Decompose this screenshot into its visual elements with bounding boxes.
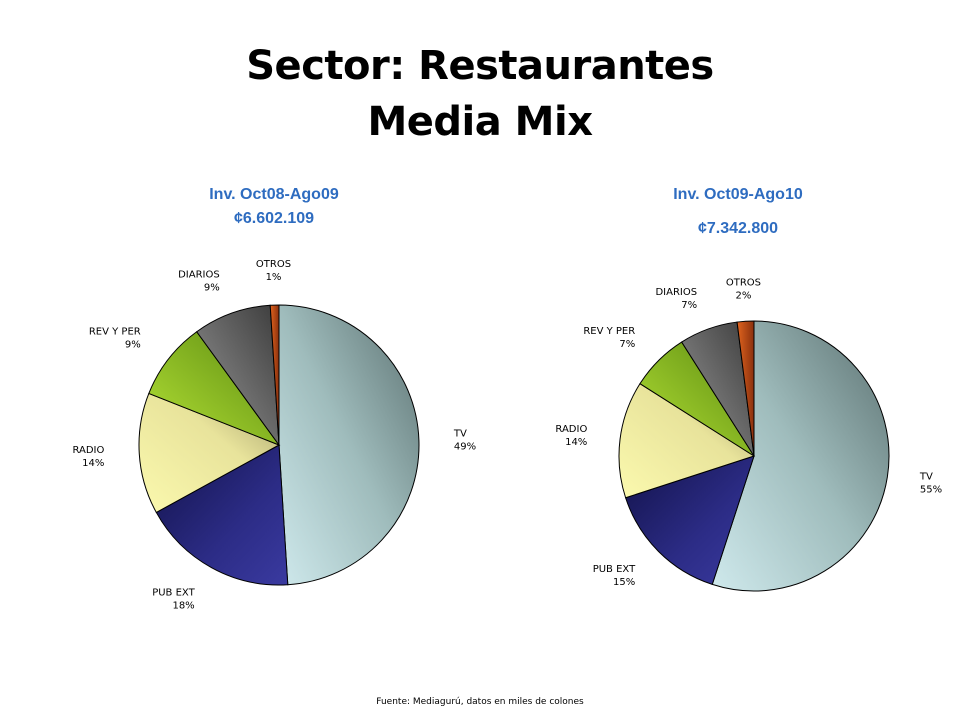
pie1-slice-tv <box>278 304 420 586</box>
pie1-slice-diarios <box>196 304 280 447</box>
pie2-label-category: OTROS <box>726 277 761 288</box>
page-title: Sector: Restaurantes <box>246 43 714 89</box>
pie2-label-percent: 55% <box>920 484 942 495</box>
pie1-label-category: RADIO <box>72 445 104 456</box>
pie1-label-category: TV <box>453 429 467 440</box>
pie1-label-percent: 14% <box>82 458 104 469</box>
pie2-label-category: PUB EXT <box>593 564 636 575</box>
pie2-label-percent: 14% <box>565 437 587 448</box>
pie2-label-category: DIARIOS <box>655 287 697 298</box>
pie1-label-category: PUB EXT <box>152 587 195 598</box>
pie2-label-percent: 7% <box>619 339 635 350</box>
pie2-slice-tv <box>711 320 890 592</box>
pie1-title: Inv. Oct08-Ago09 <box>209 186 339 203</box>
pie2-label-category: TV <box>919 471 933 482</box>
pie1-label-category: DIARIOS <box>178 269 220 280</box>
pie1-label-category: OTROS <box>256 259 291 270</box>
pie2-label-category: REV Y PER <box>583 326 635 337</box>
pie2-label-percent: 7% <box>681 300 697 311</box>
pie1-slice-pub-ext <box>155 444 289 586</box>
pie2-title: Inv. Oct09-Ago10 <box>673 186 803 203</box>
pie2-slice-radio <box>618 382 756 499</box>
pie1-label-percent: 1% <box>266 272 282 283</box>
source-note: Fuente: Mediagurú, datos en miles de col… <box>376 697 584 707</box>
pie2-label-percent: 2% <box>736 290 752 301</box>
pie2-label-percent: 15% <box>613 577 635 588</box>
pie2-total: ¢7.342.800 <box>697 220 779 237</box>
pie1-label-percent: 49% <box>454 442 476 453</box>
pie2-slice-otros <box>736 320 755 457</box>
pie1-label-percent: 18% <box>172 600 194 611</box>
pie2-label-category: RADIO <box>555 424 587 435</box>
pie1-label-percent: 9% <box>204 282 220 293</box>
pie1-slice-otros <box>269 304 280 446</box>
pie1-slice-rev-y-per <box>148 331 281 447</box>
pie1-total: ¢6.602.109 <box>233 210 315 227</box>
page-subtitle: Media Mix <box>367 99 593 145</box>
pie1-label-category: REV Y PER <box>89 327 141 338</box>
pie2-slice-pub-ext <box>624 455 755 586</box>
pie1-slice-radio <box>138 392 281 514</box>
pie1-label-percent: 9% <box>125 340 141 351</box>
